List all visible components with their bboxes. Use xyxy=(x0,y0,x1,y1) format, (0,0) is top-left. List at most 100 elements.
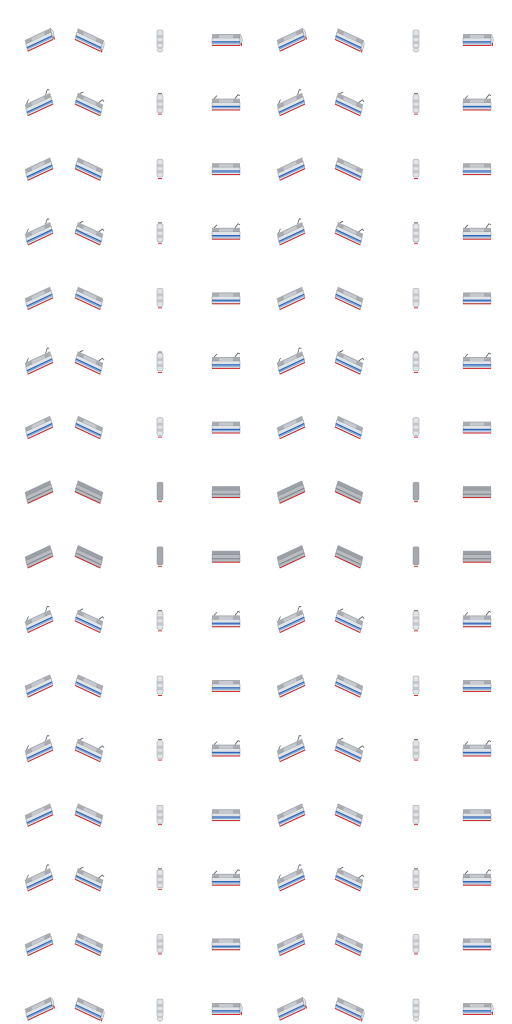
train-sprite-horizontal xyxy=(211,610,241,628)
train-sprite-vertical xyxy=(412,222,420,244)
train-sprite-horizontal xyxy=(462,1002,494,1016)
train-sprite-diag-ne xyxy=(24,347,54,375)
train-sprite-horizontal xyxy=(211,223,241,240)
train-sprite-vertical xyxy=(412,998,420,1022)
train-sprite-diag-ne xyxy=(24,735,54,763)
train-sprite-diag-ne xyxy=(24,286,54,311)
train-sprite-diag-ne xyxy=(276,480,306,504)
train-sprite-diag-nw xyxy=(334,415,364,440)
train-sprite-diag-nw xyxy=(334,480,364,504)
train-sprite-diag-nw xyxy=(74,803,104,827)
train-sprite-diag-nw xyxy=(334,28,365,53)
train-sprite-diag-ne xyxy=(276,157,306,181)
train-sprite-vertical xyxy=(156,610,164,632)
train-sprite-horizontal xyxy=(211,938,241,951)
train-sprite-diag-ne xyxy=(276,932,306,957)
train-sprite-horizontal xyxy=(211,292,241,305)
train-sprite-vertical xyxy=(156,222,164,244)
train-sprite-diag-nw xyxy=(334,157,364,181)
train-sprite-vertical xyxy=(156,93,164,115)
train-sprite-horizontal xyxy=(462,680,492,692)
train-sprite-diag-nw xyxy=(334,91,365,117)
train-sprite-horizontal xyxy=(211,680,241,692)
train-sprite-diag-ne xyxy=(276,544,306,569)
train-sprite-horizontal xyxy=(462,352,492,369)
train-sprite-diag-ne xyxy=(24,544,54,569)
train-sprite-diag-ne xyxy=(24,157,54,181)
train-sprite-diag-ne xyxy=(276,286,306,311)
train-sprite-diag-nw xyxy=(74,544,104,569)
train-sprite-vertical xyxy=(412,675,420,696)
train-sprite-horizontal xyxy=(211,352,241,369)
train-sprite-horizontal xyxy=(462,938,492,951)
train-sprite-horizontal xyxy=(211,550,241,563)
train-sprite-diag-ne xyxy=(24,480,54,504)
train-sprite-vertical xyxy=(412,288,420,309)
train-sprite-diag-nw xyxy=(74,608,105,634)
train-sprite-horizontal xyxy=(462,486,492,499)
train-sprite-diag-ne xyxy=(276,27,307,52)
train-sprite-horizontal xyxy=(211,740,241,757)
train-sprite-vertical xyxy=(156,417,164,438)
train-sprite-diag-nw xyxy=(74,674,104,698)
train-sprite-horizontal xyxy=(462,292,492,305)
train-sprite-vertical xyxy=(156,675,164,696)
train-sprite-diag-nw xyxy=(74,220,105,246)
train-sprite-diag-nw xyxy=(334,866,365,892)
train-sprite-horizontal xyxy=(462,223,492,240)
train-sprite-vertical xyxy=(156,868,164,890)
train-sprite-horizontal xyxy=(462,163,492,176)
train-sprite-diag-nw xyxy=(74,480,104,504)
train-sprite-horizontal xyxy=(462,740,492,757)
train-sprite-diag-ne xyxy=(24,803,54,827)
train-sprite-diag-ne xyxy=(276,89,306,117)
train-sprite-vertical xyxy=(156,934,164,955)
train-sprite-diag-ne xyxy=(24,996,55,1021)
train-sprite-vertical xyxy=(412,805,420,826)
train-sprite-diag-nw xyxy=(74,866,105,892)
train-sprite-vertical xyxy=(412,739,420,761)
train-sprite-vertical xyxy=(156,998,164,1022)
train-sprite-diag-nw xyxy=(74,349,105,375)
train-sprite-diag-nw xyxy=(334,286,364,311)
train-sprite-diag-ne xyxy=(24,606,54,634)
train-sprite-vertical xyxy=(156,546,164,567)
train-sprite-diag-nw xyxy=(334,608,365,634)
train-sprite-horizontal xyxy=(211,421,241,434)
train-sprite-diag-nw xyxy=(334,803,364,827)
train-sprite-vertical xyxy=(156,482,164,503)
train-sprite-vertical xyxy=(412,417,420,438)
train-sprite-diag-nw xyxy=(334,220,365,246)
train-sprite-vertical xyxy=(412,610,420,632)
train-sprite-diag-nw xyxy=(334,674,364,698)
train-sprite-diag-nw xyxy=(74,932,104,957)
train-sprite-horizontal xyxy=(211,33,243,47)
train-sprite-diag-ne xyxy=(24,674,54,698)
train-sprite-diag-nw xyxy=(74,997,105,1022)
train-sprite-horizontal xyxy=(211,94,241,111)
train-sprite-diag-nw xyxy=(334,997,365,1022)
train-sprite-horizontal xyxy=(462,33,494,47)
train-sprite-vertical xyxy=(156,288,164,309)
train-sprite-diag-nw xyxy=(74,157,104,181)
train-sprite-horizontal xyxy=(211,486,241,499)
train-sprite-vertical xyxy=(412,93,420,115)
train-sprite-diag-ne xyxy=(24,89,54,117)
train-sprite-vertical xyxy=(412,546,420,567)
train-sprite-vertical xyxy=(156,158,164,180)
train-sprite-horizontal xyxy=(462,610,492,628)
train-sprite-diag-ne xyxy=(276,996,307,1021)
train-sprite-diag-ne xyxy=(276,415,306,440)
train-sprite-diag-ne xyxy=(24,415,54,440)
train-sprite-diag-nw xyxy=(334,737,365,763)
train-sprite-vertical xyxy=(156,29,164,53)
train-sprite-diag-nw xyxy=(334,349,365,375)
train-sprite-diag-nw xyxy=(74,286,104,311)
train-sprite-diag-nw xyxy=(334,544,364,569)
train-sprite-horizontal xyxy=(211,809,241,822)
train-sprite-diag-nw xyxy=(74,91,105,117)
train-sprite-horizontal xyxy=(462,550,492,563)
train-sprite-horizontal xyxy=(462,869,492,886)
train-sprite-diag-ne xyxy=(276,803,306,827)
train-sprite-vertical xyxy=(412,158,420,180)
